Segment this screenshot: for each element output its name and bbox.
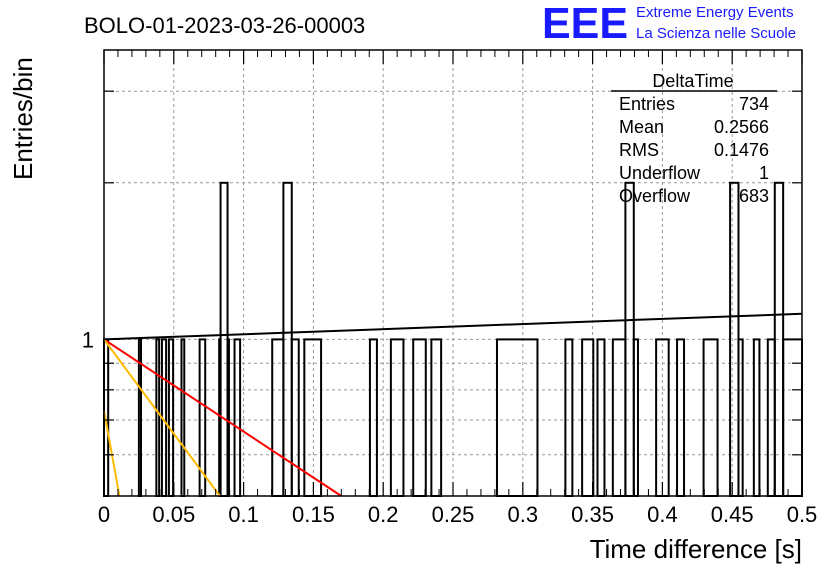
stats-label-mean: Mean (619, 117, 664, 137)
eee-logo-icon: EEE (542, 0, 628, 48)
run-title: BOLO-01-2023-03-26-00003 (84, 13, 365, 38)
x-tick-label: 0.2 (368, 502, 399, 527)
histogram-bin (226, 338, 230, 497)
fit-curve (103, 338, 221, 497)
stats-value-mean: 0.2566 (714, 117, 769, 137)
stats-value-overflow: 683 (739, 186, 769, 206)
y-axis-ticks: 1 (82, 90, 802, 456)
fit-curve (103, 312, 803, 341)
x-tick-label: 0.1 (228, 502, 259, 527)
x-tick-label: 0.15 (292, 502, 335, 527)
x-tick-label: 0.25 (432, 502, 475, 527)
x-axis-ticks: 0 0.05 0.1 0.15 0.2 0.25 0.3 0.35 0.4 0.45 0.5 (98, 50, 817, 527)
x-tick-label: 0.05 (152, 502, 195, 527)
x-tick-label: 0.35 (571, 502, 614, 527)
x-tick-label: 0.45 (711, 502, 754, 527)
fit-curves (103, 312, 803, 497)
logo-line-1: Extreme Energy Events (636, 4, 794, 21)
y-axis-title: Entries/bin (8, 57, 38, 180)
fit-curve (103, 410, 121, 497)
stats-title: DeltaTime (652, 71, 733, 91)
stats-label-rms: RMS (619, 140, 659, 160)
stats-value-rms: 0.1476 (714, 140, 769, 160)
stats-label-underflow: Underflow (619, 163, 701, 183)
x-tick-label: 0 (98, 502, 110, 527)
stats-box: DeltaTime Entries 734 Mean 0.2566 RMS 0.… (611, 71, 777, 206)
fit-curve (103, 338, 342, 497)
stats-value-underflow: 1 (759, 163, 769, 183)
stats-label-entries: Entries (619, 94, 675, 114)
x-axis-title: Time difference [s] (590, 534, 802, 564)
y-tick-label: 1 (82, 327, 94, 352)
logo-line-2: La Scienza nelle Scuole (636, 25, 796, 42)
stats-value-entries: 734 (739, 94, 769, 114)
x-tick-label: 0.3 (508, 502, 539, 527)
stats-label-overflow: Overflow (619, 186, 691, 206)
x-tick-label: 0.4 (647, 502, 678, 527)
x-tick-label: 0.5 (787, 502, 818, 527)
